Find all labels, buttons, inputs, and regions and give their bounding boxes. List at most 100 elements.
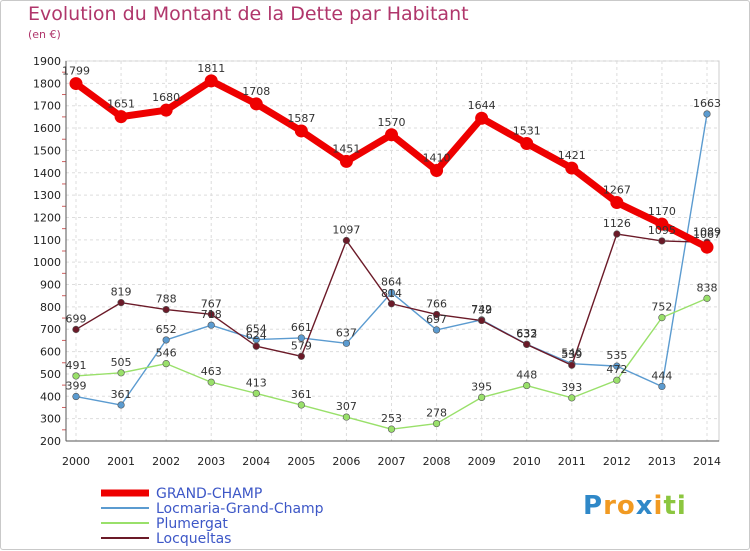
logo-letter: P — [583, 491, 604, 521]
x-tick-label: 2010 — [513, 455, 541, 468]
data-point — [342, 413, 351, 421]
data-point — [658, 382, 666, 391]
data-point — [117, 369, 125, 377]
data-label: 1089 — [693, 225, 721, 238]
x-tick-label: 2004 — [242, 455, 270, 468]
data-label: 864 — [381, 276, 402, 289]
data-point — [613, 230, 621, 238]
data-point — [249, 97, 263, 111]
data-label: 637 — [336, 326, 357, 339]
data-point — [520, 136, 534, 150]
x-tick-label: 2006 — [332, 455, 360, 468]
data-point — [430, 164, 444, 178]
data-label: 472 — [606, 363, 627, 376]
data-point — [297, 401, 305, 409]
data-point — [117, 401, 125, 409]
data-label: 1663 — [693, 97, 721, 110]
data-point — [658, 237, 666, 245]
logo-letter: i — [676, 491, 687, 521]
legend: GRAND-CHAMPLocmaria-Grand-ChampPlumergat… — [101, 486, 324, 547]
data-label: 1421 — [558, 149, 586, 162]
data-point — [610, 195, 624, 209]
data-label: 814 — [381, 287, 402, 300]
data-point — [565, 161, 579, 175]
data-label: 661 — [291, 321, 312, 334]
data-point — [162, 305, 170, 314]
data-label: 699 — [66, 312, 87, 325]
data-point — [72, 372, 80, 380]
data-label: 448 — [516, 369, 537, 382]
data-label: 1067 — [693, 228, 721, 241]
axes: 200 300 400 500 600 700 800 900 1000 1100 1200 1300… — [33, 55, 721, 468]
data-label: 838 — [697, 281, 718, 294]
data-label: 1708 — [242, 85, 270, 98]
x-tick-label: 2009 — [468, 455, 496, 468]
data-point — [204, 74, 218, 88]
chart-title: Evolution du Montant de la Dette par Hab… — [28, 3, 469, 25]
data-label: 395 — [471, 380, 492, 393]
x-tick-label: 2008 — [423, 455, 451, 468]
data-point — [385, 128, 398, 142]
data-labels: 1799 1651 1680 1811 1708 1587 1451 1570 1410 1644… — [62, 62, 721, 425]
data-point — [117, 299, 125, 307]
data-label: 546 — [156, 347, 177, 360]
x-tick-label: 2000 — [62, 455, 90, 468]
y-tick-label: 900 — [40, 279, 61, 292]
data-label: 535 — [606, 349, 627, 362]
data-point — [207, 310, 215, 318]
data-label: 654 — [246, 323, 267, 336]
legend-entry: GRAND-CHAMP — [156, 486, 262, 502]
data-point — [207, 378, 215, 386]
legend-entry: Locmaria-Grand-Champ — [156, 501, 324, 517]
y-tick-label: 1000 — [33, 256, 61, 269]
data-point — [523, 340, 531, 349]
data-point — [703, 294, 711, 302]
data-point — [568, 394, 576, 402]
data-label: 539 — [561, 348, 582, 361]
data-label: 1126 — [603, 217, 631, 230]
data-label: 278 — [426, 407, 447, 420]
series-lines — [69, 74, 714, 433]
data-label: 1170 — [648, 205, 676, 218]
data-point — [478, 316, 486, 325]
data-label: 742 — [471, 303, 492, 316]
data-point — [159, 103, 173, 117]
y-tick-label: 1800 — [33, 77, 61, 90]
y-tick-label: 800 — [40, 301, 61, 314]
logo-letter: r — [603, 491, 617, 521]
data-label: 444 — [651, 369, 672, 382]
data-label: 463 — [201, 365, 222, 378]
y-tick-label: 1400 — [33, 167, 61, 180]
logo-letter: x — [635, 491, 654, 521]
x-tick-label: 2007 — [378, 455, 406, 468]
data-label: 393 — [561, 381, 582, 394]
data-point — [387, 300, 396, 308]
data-label: 1811 — [197, 62, 225, 75]
data-label: 505 — [111, 356, 132, 369]
data-label: 1644 — [468, 99, 496, 112]
data-point — [700, 240, 714, 254]
data-label: 546 — [561, 347, 582, 360]
data-label: 819 — [111, 286, 132, 299]
data-point — [568, 361, 576, 369]
x-tick-label: 2005 — [287, 455, 315, 468]
data-label: 1587 — [287, 112, 315, 125]
data-label: 767 — [201, 297, 222, 310]
data-label: 624 — [246, 329, 267, 342]
data-label: 652 — [156, 323, 177, 336]
data-label: 752 — [651, 301, 672, 314]
data-label: 361 — [291, 388, 312, 401]
data-point — [339, 154, 353, 168]
data-label: 1451 — [332, 142, 360, 155]
data-point — [613, 376, 621, 384]
data-point — [432, 310, 441, 319]
data-label: 718 — [201, 308, 222, 321]
data-point — [294, 124, 308, 138]
data-label: 1410 — [423, 152, 451, 165]
y-tick-label: 200 — [40, 435, 61, 448]
data-label: 1097 — [332, 223, 360, 236]
data-point — [114, 110, 128, 124]
data-point — [162, 360, 170, 368]
y-tick-label: 1100 — [33, 234, 61, 247]
x-tick-label: 2014 — [693, 455, 721, 468]
